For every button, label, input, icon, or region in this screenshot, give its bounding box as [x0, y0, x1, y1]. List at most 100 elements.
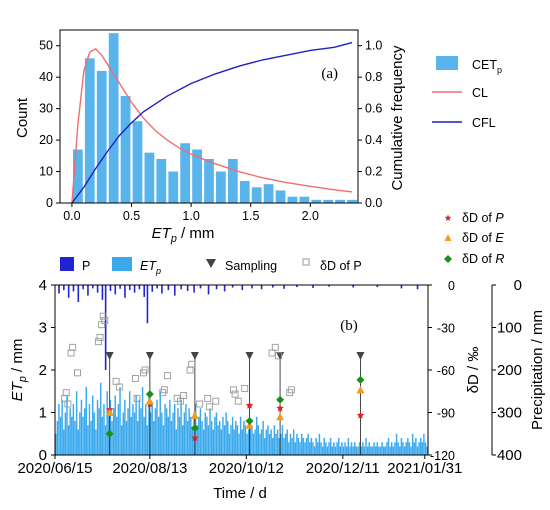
etp-bar — [172, 412, 174, 455]
precip-dd-point — [160, 386, 168, 394]
histogram-bar — [323, 199, 334, 203]
etp-bar — [333, 442, 335, 455]
precip-bar — [104, 285, 107, 370]
precip-bar — [193, 285, 195, 293]
etp-bar — [275, 433, 277, 455]
precip-bar — [283, 285, 285, 289]
etp-bar — [291, 438, 293, 455]
etp-bar — [349, 446, 351, 455]
etp-bar — [80, 399, 83, 455]
etp-bar — [236, 425, 239, 455]
etp-bar — [164, 404, 166, 455]
etp-bar — [382, 446, 385, 455]
etp-bar — [157, 416, 160, 455]
etp-bar — [260, 429, 263, 455]
histogram-bar — [180, 143, 191, 203]
etp-bar — [371, 446, 374, 455]
histogram-bar — [84, 58, 95, 204]
x-tick-label: 2020/06/15 — [17, 460, 92, 477]
etp-bar — [77, 429, 79, 455]
etp-bar — [259, 433, 261, 455]
legend-swatch-p — [60, 257, 74, 271]
etp-bar — [191, 429, 194, 455]
precip-bar — [146, 285, 149, 324]
precip-bar — [186, 285, 189, 291]
etp-bar — [79, 412, 81, 455]
etp-bar — [249, 421, 251, 455]
panel-a-ylabel-left: Count — [14, 97, 31, 138]
etp-bar — [276, 429, 279, 455]
etp-bar — [413, 442, 415, 455]
x-tick-label: 2020/10/12 — [209, 460, 284, 477]
legend-dd-p-marker — [444, 214, 452, 221]
precip-bar — [119, 285, 121, 289]
etp-bar — [331, 446, 333, 455]
etp-bar — [423, 433, 425, 455]
dd-p-sample — [356, 411, 365, 419]
sampling-marker — [276, 352, 285, 360]
x-tick-label: 1.5 — [242, 209, 259, 223]
precip-bar — [180, 285, 183, 290]
etp-bar — [228, 433, 231, 455]
precip-bar — [352, 285, 355, 288]
precip-bar — [207, 285, 210, 295]
etp-bar — [395, 433, 398, 455]
etp-bar — [202, 429, 205, 455]
histogram-bar — [251, 187, 262, 203]
sampling-marker — [145, 352, 154, 360]
etp-bar — [165, 408, 168, 455]
etp-bar — [315, 438, 317, 455]
etp-bar — [225, 412, 227, 455]
panel-a-label: (a) — [321, 66, 338, 82]
etp-bar — [71, 416, 73, 455]
etp-bar — [370, 446, 372, 455]
etp-bar — [357, 446, 359, 455]
histogram-bar — [299, 196, 310, 203]
precip-dd-point — [101, 316, 109, 324]
x-tick-label: 2.0 — [302, 209, 319, 223]
etp-bar — [100, 382, 102, 455]
etp-bar — [74, 421, 76, 455]
legend-label: CFL — [472, 116, 496, 130]
precip-dd-point — [196, 400, 204, 408]
panel-b-label: (b) — [340, 318, 358, 334]
precip-bar — [124, 285, 126, 298]
etp-bar — [125, 421, 128, 455]
etp-bar — [241, 429, 243, 455]
etp-bar — [267, 425, 269, 455]
precip-bar — [114, 285, 117, 295]
etp-bar — [151, 404, 153, 455]
etp-bar — [209, 408, 211, 455]
precip-dd-point — [131, 375, 139, 382]
etp-bar — [238, 433, 240, 455]
precip-dd-point — [268, 349, 276, 357]
dd-r-sample — [276, 395, 285, 404]
etp-bar — [120, 425, 123, 455]
precip-dd-point — [67, 349, 75, 357]
precip-bar — [376, 285, 379, 288]
etp-bar — [122, 412, 124, 455]
etp-bar — [265, 429, 268, 455]
etp-bar — [58, 404, 60, 455]
etp-bar — [379, 446, 382, 455]
precip-bar — [173, 285, 176, 296]
etp-bar — [153, 421, 155, 455]
precip-bar — [241, 285, 244, 291]
etp-bar — [328, 442, 330, 455]
etp-bar — [392, 446, 395, 455]
precip-dd-point — [94, 338, 102, 346]
y-dd-tick-label: -90 — [437, 407, 455, 421]
legend-label-dd: δD of E — [462, 231, 504, 245]
etp-bar — [350, 442, 353, 455]
y-right-tick-label: 0.6 — [365, 102, 382, 116]
etp-bar — [199, 408, 202, 455]
precip-bar — [272, 285, 274, 288]
etp-bar — [69, 408, 71, 455]
etp-bar — [321, 446, 324, 455]
etp-bar — [318, 433, 321, 455]
precip-dd-point — [275, 352, 282, 360]
y-left-tick-label: 2 — [39, 362, 47, 379]
y-dd-tick-label: -120 — [430, 449, 455, 463]
etp-bar — [325, 442, 327, 455]
y-left-tick-label: 4 — [39, 277, 47, 294]
